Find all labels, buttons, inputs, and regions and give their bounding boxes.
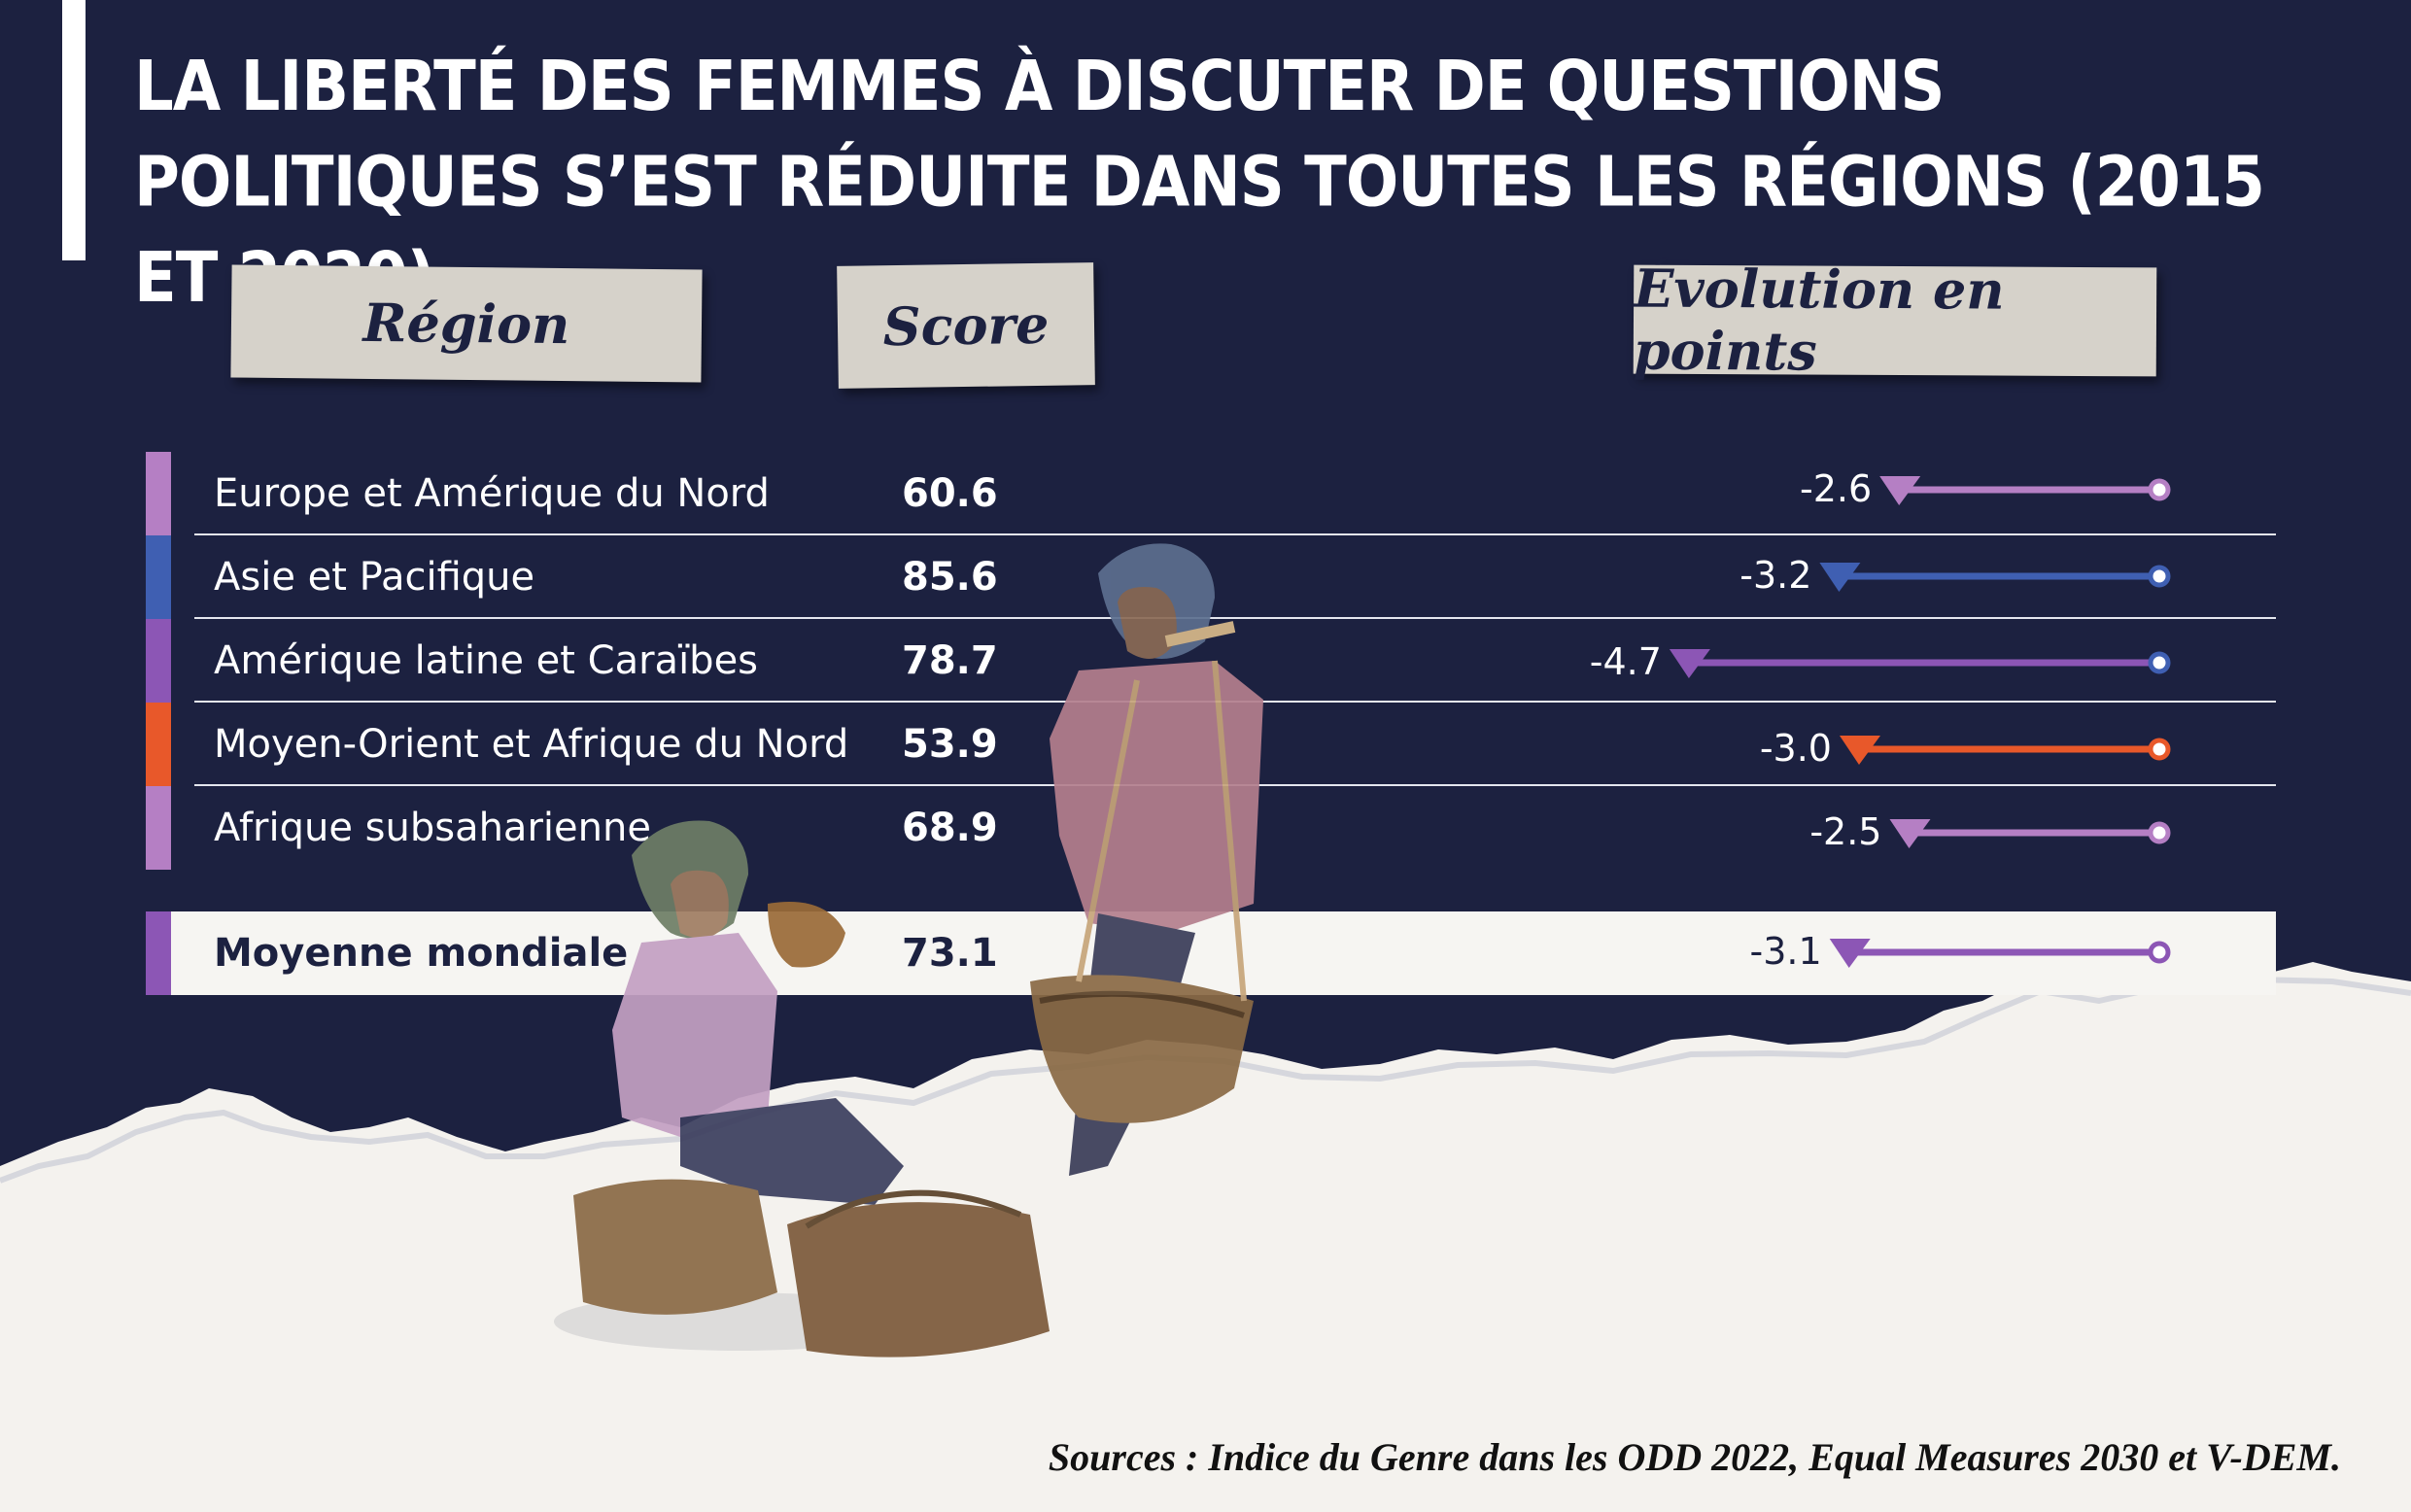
- row-color-bar: [146, 452, 171, 535]
- region-score: 53.9: [902, 722, 998, 767]
- region-score: 68.9: [902, 806, 998, 850]
- region-name: Afrique subsaharienne: [214, 806, 651, 850]
- region-score: 78.7: [902, 638, 998, 683]
- world-average-label: Moyenne mondiale: [214, 931, 629, 976]
- row-color-bar: [146, 619, 171, 703]
- chart-title: LA LIBERTÉ DES FEMMES À DISCUTER DE QUES…: [134, 46, 2265, 319]
- region-score: 85.6: [902, 555, 998, 600]
- row-color-bar: [146, 703, 171, 786]
- title-accent-bar: [62, 0, 86, 260]
- row-divider: [194, 617, 2276, 619]
- row-color-bar: [146, 535, 171, 619]
- row-color-bar: [146, 911, 171, 995]
- table-row: Europe et Amérique du Nord 60.6: [146, 452, 2276, 535]
- region-name: Amérique latine et Caraïbes: [214, 638, 759, 683]
- table-row: Asie et Pacifique 85.6: [146, 535, 2276, 619]
- table-row: Afrique subsaharienne 68.9: [146, 786, 2276, 870]
- sources-note: Sources : Indice du Genre dans les ODD 2…: [1048, 1435, 2341, 1479]
- world-average-score: 73.1: [902, 931, 998, 976]
- region-score: 60.6: [902, 471, 998, 516]
- region-name: Europe et Amérique du Nord: [214, 471, 770, 516]
- region-name: Asie et Pacifique: [214, 555, 535, 600]
- row-color-bar: [146, 786, 171, 870]
- region-name: Moyen-Orient et Afrique du Nord: [214, 722, 849, 767]
- table-row: Moyen-Orient et Afrique du Nord 53.9: [146, 703, 2276, 786]
- row-divider: [194, 533, 2276, 535]
